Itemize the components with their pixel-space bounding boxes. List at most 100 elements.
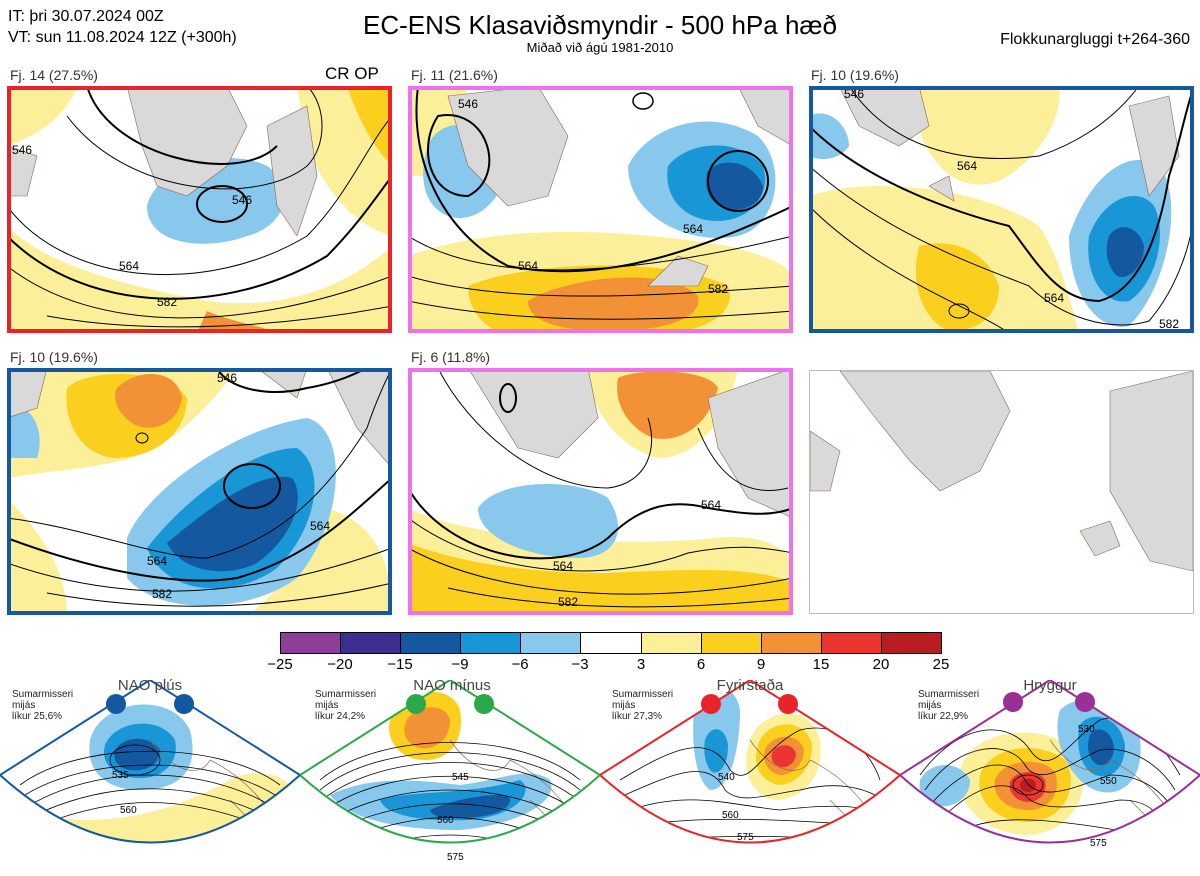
contour-labels: 535 560 <box>112 770 137 816</box>
panel-label-2: Fj. 11 (21.6%) <box>411 67 498 83</box>
contour-label: 564 <box>147 554 167 568</box>
contour-labels: 546 564 582 564 <box>458 97 728 296</box>
height-contours <box>7 368 392 607</box>
contour-labels: 564 582 564 <box>553 498 721 609</box>
regime-ridge: 530 550 575 <box>898 678 1200 871</box>
contour-label: 564 <box>310 519 330 533</box>
regime-border <box>898 678 1200 844</box>
regime-marker-dot <box>406 694 426 714</box>
regime-marker-dot <box>174 694 194 714</box>
regime-info-4: Sumarmisseri mijás líkur 22,9% <box>918 689 979 722</box>
colorbar-bin <box>460 633 521 653</box>
colorbar-tick-label: −9 <box>451 656 469 673</box>
colorbar-tick-label: 3 <box>636 656 646 673</box>
contour-label: 546 <box>458 97 478 111</box>
contour-labels: 545 560 575 <box>437 772 469 863</box>
contour-label: 540 <box>718 772 735 783</box>
contour-label: 560 <box>120 805 137 816</box>
colorbar-bin <box>340 633 401 653</box>
contour-label: 564 <box>957 159 977 173</box>
cluster-map-1: 546 564 582 546 <box>7 86 392 333</box>
colorbar-tick-label: 6 <box>696 656 706 673</box>
colorbar-bin <box>580 633 641 653</box>
colorbar-tick-label: 20 <box>872 656 890 673</box>
regime-period: mijás <box>918 700 942 711</box>
valid-time: VT: sun 11.08.2024 12Z (+300h) <box>8 29 237 46</box>
colorbar-bin <box>520 633 581 653</box>
panel-label-5: Fj. 6 (11.8%) <box>411 349 491 365</box>
contour-labels: 546 564 582 564 <box>844 87 1179 331</box>
regime-probability: líkur 22,9% <box>918 711 969 722</box>
regime-nao-minus: 545 560 575 <box>298 678 602 871</box>
cluster-map-3: 546 564 582 564 <box>809 86 1194 333</box>
regime-marker-dot <box>1075 692 1095 712</box>
land-masses <box>7 86 318 237</box>
contour-labels: 546 564 582 546 <box>12 143 252 309</box>
regime-season: Sumarmisseri <box>12 689 74 700</box>
regime-border <box>0 678 302 844</box>
land-masses <box>838 86 1180 202</box>
contour-label: 582 <box>157 295 177 309</box>
height-contours <box>7 86 392 328</box>
regime-probability: líkur 27,3% <box>612 711 663 722</box>
regime-season: Sumarmisseri <box>315 689 377 700</box>
colorbar-tick-label: −25 <box>267 656 293 673</box>
contour-label: 582 <box>558 595 578 609</box>
contour-label: 564 <box>518 259 538 273</box>
contour-label: 550 <box>1100 776 1117 787</box>
panel-label-4: Fj. 10 (19.6%) <box>10 349 98 365</box>
colorbar-tick-label: −3 <box>571 656 589 673</box>
regime-marker-dot <box>106 694 126 714</box>
colorbar-bin <box>820 633 881 653</box>
anomaly-shading <box>408 368 793 615</box>
contour-label: 546 <box>217 371 237 385</box>
colorbar-bin <box>281 633 341 653</box>
contour-label: 560 <box>437 815 454 826</box>
contour-label: 575 <box>737 832 754 843</box>
height-contours <box>809 86 1194 333</box>
contour-label: 575 <box>447 852 464 863</box>
contour-label: 564 <box>701 498 721 512</box>
anomaly-shading <box>7 86 392 333</box>
contour-label: 564 <box>1044 291 1064 305</box>
regime-title-4: Hryggur <box>1023 677 1077 694</box>
contour-label: 582 <box>152 587 172 601</box>
contour-label: 564 <box>553 559 573 573</box>
anomaly-shading <box>7 368 392 615</box>
height-contours <box>408 86 793 320</box>
panel-label-3: Fj. 10 (19.6%) <box>811 67 899 83</box>
contour-label: 530 <box>1078 724 1095 735</box>
colorbar-tick-label: −6 <box>511 656 529 673</box>
page-subtitle: Miðað við ágú 1981-2010 <box>526 40 674 55</box>
regime-probability: líkur 24,2% <box>315 711 366 722</box>
regime-marker-dot <box>474 694 494 714</box>
colorbar-bin <box>700 633 761 653</box>
cluster-map-2: 546 564 582 564 <box>408 86 793 333</box>
colorbar-tick-label: 9 <box>756 656 766 673</box>
regime-period: mijás <box>612 700 636 711</box>
regime-period: mijás <box>12 700 36 711</box>
contour-label: 546 <box>844 87 864 101</box>
regime-info-1: Sumarmisseri mijás líkur 25,6% <box>12 689 73 722</box>
init-time: IT: þri 30.07.2024 00Z <box>8 8 164 25</box>
regime-map <box>300 680 600 843</box>
regime-title-1: NAO plús <box>117 677 183 694</box>
regime-marker-dot <box>778 694 798 714</box>
colorbar <box>280 632 942 654</box>
colorbar-bin <box>760 633 821 653</box>
contour-labels: 540 560 575 <box>718 772 754 843</box>
regime-border <box>598 678 902 844</box>
colorbar-bin <box>880 633 942 653</box>
regime-season: Sumarmisseri <box>612 689 674 700</box>
regime-marker-dot <box>1003 692 1023 712</box>
colorbar-tick-label: −20 <box>327 656 353 673</box>
contour-label: 564 <box>683 222 703 236</box>
land-masses <box>810 371 1193 572</box>
colorbar-tick-label: −15 <box>387 656 413 673</box>
contour-label: 582 <box>708 282 728 296</box>
regime-title-2: NAO mínus <box>413 677 491 694</box>
contour-label: 564 <box>119 259 139 273</box>
regime-map <box>0 680 300 843</box>
land-masses <box>447 86 793 287</box>
anomaly-shading <box>809 86 1172 333</box>
